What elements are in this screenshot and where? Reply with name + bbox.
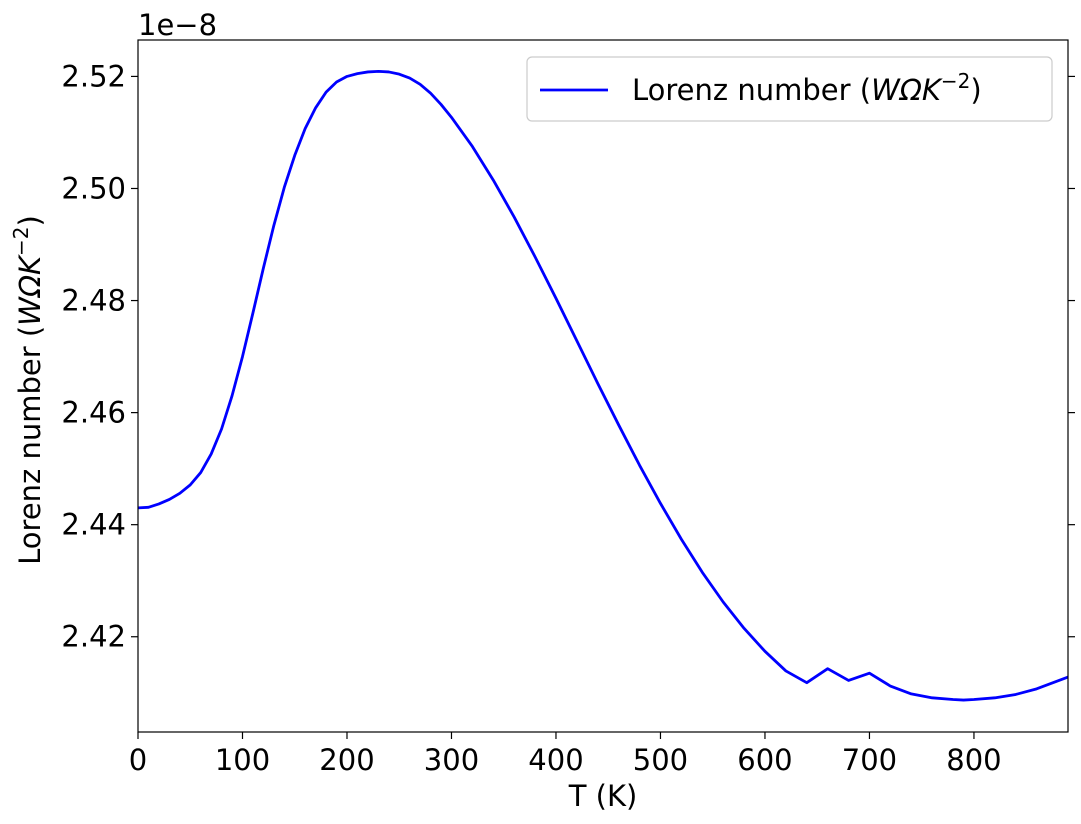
x-axis-title: T (K): [568, 779, 638, 813]
x-tick-label-7: 700: [842, 743, 897, 777]
y-tick-label-1: 2.44: [61, 508, 126, 542]
x-tick-label-3: 300: [424, 743, 479, 777]
legend-box: [526, 56, 1053, 122]
y-tick-label-5: 2.52: [61, 59, 126, 93]
y-tick-label-4: 2.50: [61, 171, 126, 205]
y-axis-title: Lorenz number (WΩK−2): [9, 215, 47, 565]
plot-frame: [137, 39, 1069, 733]
x-tick-label-5: 500: [633, 743, 688, 777]
legend-label-0: Lorenz number (WΩK−2): [632, 69, 982, 107]
x-tick-label-8: 800: [946, 743, 1001, 777]
y-tick-label-0: 2.42: [61, 620, 126, 654]
x-tick-label-4: 400: [528, 743, 583, 777]
y-offset-text: 1e−8: [138, 8, 217, 42]
legend: Lorenz number (WΩK−2): [526, 56, 1053, 122]
x-tick-label-6: 600: [737, 743, 792, 777]
x-tick-label-2: 200: [319, 743, 374, 777]
y-tick-label-3: 2.48: [61, 284, 126, 318]
x-tick-label-1: 100: [215, 743, 270, 777]
y-tick-label-2: 2.46: [61, 396, 126, 430]
series-line-0: [137, 69, 1069, 702]
x-tick-label-0: 0: [129, 743, 147, 777]
